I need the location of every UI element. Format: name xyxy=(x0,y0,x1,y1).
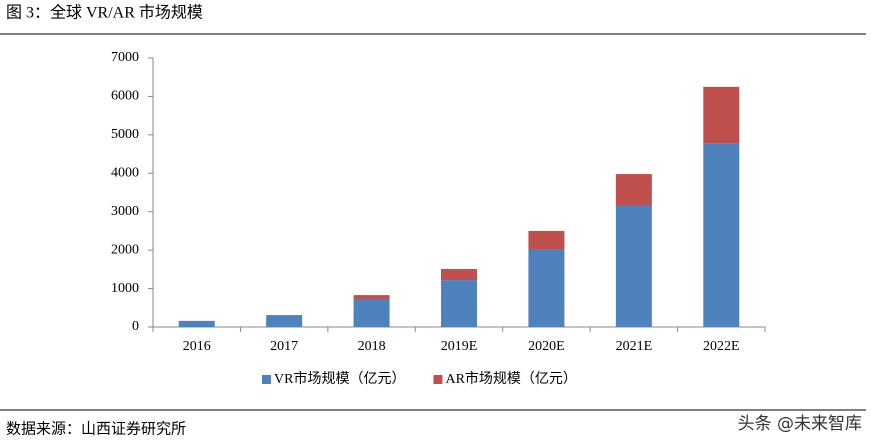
y-tick-label: 3000 xyxy=(111,204,139,219)
bar-segment xyxy=(703,86,740,144)
x-tick-label: 2017 xyxy=(270,339,298,354)
legend-label: AR市场规模（亿元） xyxy=(445,370,576,387)
x-tick-label: 2018 xyxy=(358,339,386,354)
legend-swatch xyxy=(433,375,443,384)
bar-segment xyxy=(353,298,390,327)
x-tick-label: 2020E xyxy=(528,339,565,354)
bar-segment xyxy=(178,320,215,327)
x-tick-label: 2021E xyxy=(616,339,653,354)
y-tick-label: 2000 xyxy=(111,242,139,257)
legend-swatch xyxy=(262,375,271,384)
bar-segment xyxy=(441,280,477,327)
chart-title: 图 3：全球 VR/AR 市场规模 xyxy=(6,4,203,22)
bar-segment xyxy=(528,230,565,249)
y-tick-label: 7000 xyxy=(111,50,139,65)
bar-segment xyxy=(266,315,303,327)
x-tick-label: 2019E xyxy=(441,339,478,354)
watermark: 头条 @未来智库 xyxy=(738,414,862,434)
bar-segment xyxy=(703,143,740,327)
y-tick-label: 5000 xyxy=(111,127,139,142)
bar-segment xyxy=(353,295,390,299)
y-tick-label: 6000 xyxy=(111,89,139,104)
bar-segment xyxy=(441,268,477,281)
source-note: 数据来源：山西证券研究所 xyxy=(6,420,186,437)
bar-segment xyxy=(528,248,565,327)
y-tick-label: 0 xyxy=(132,319,139,334)
y-tick-label: 1000 xyxy=(111,281,139,296)
bar-segment xyxy=(615,205,652,327)
bar-segment xyxy=(615,174,652,206)
x-tick-label: 2016 xyxy=(183,339,211,354)
x-tick-label: 2022E xyxy=(703,339,740,354)
y-tick-label: 4000 xyxy=(111,166,139,181)
legend-label: VR市场规模（亿元） xyxy=(274,370,405,387)
